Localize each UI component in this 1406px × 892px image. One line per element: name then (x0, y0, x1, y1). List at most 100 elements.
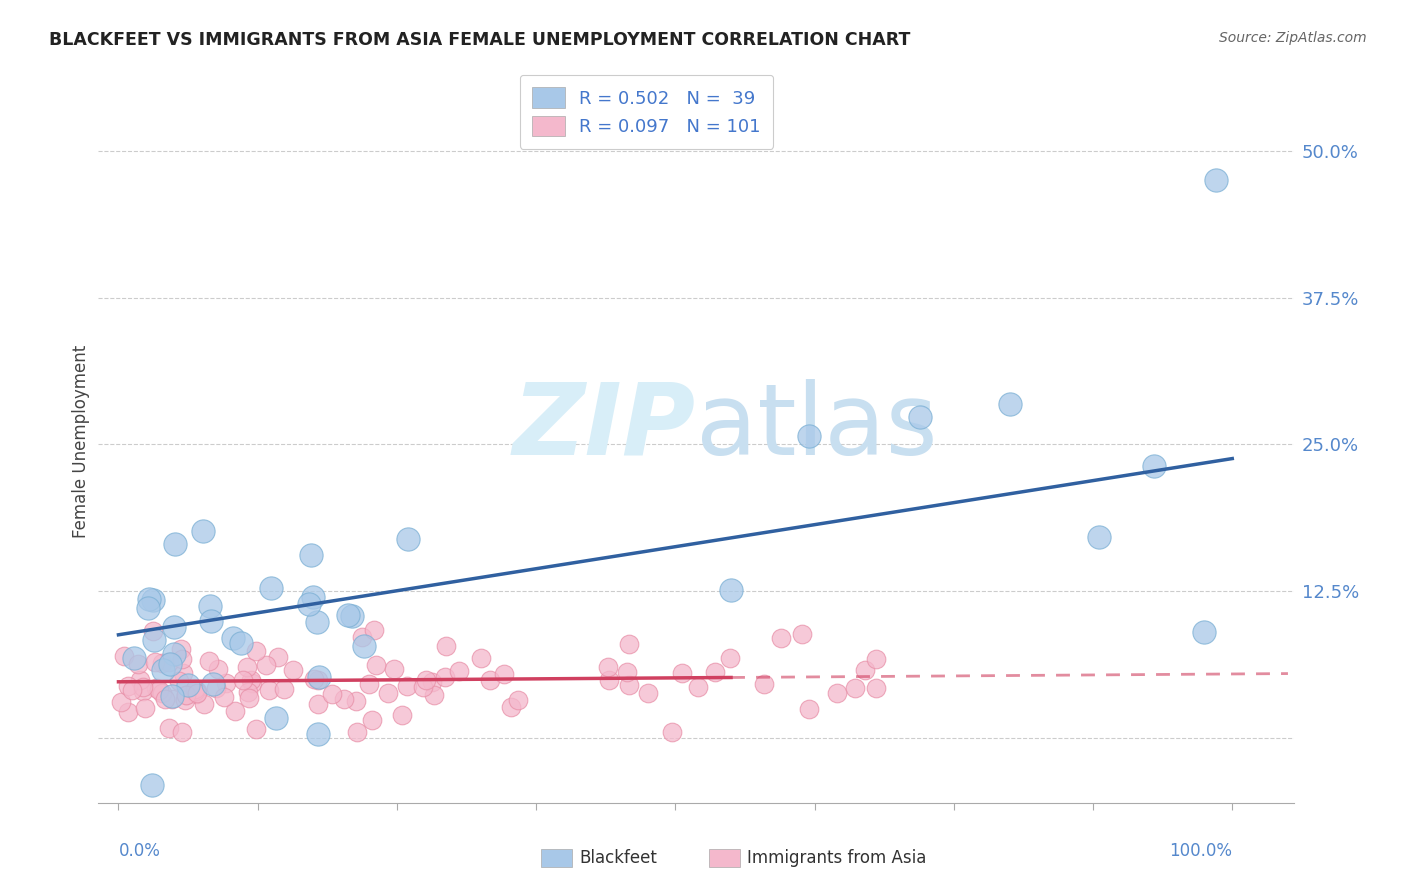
Point (353, 639, 375, 653)
Point (449, 664, 471, 678)
Point (770, 632, 793, 646)
Legend: R = 0.502   N =  39, R = 0.097   N = 101: R = 0.502 N = 39, R = 0.097 N = 101 (520, 75, 773, 149)
Point (222, 631, 245, 645)
Point (157, 655, 180, 669)
Point (155, 692, 177, 706)
Point (172, 665, 194, 680)
Point (301, 591, 323, 605)
Point (307, 697, 329, 711)
Point (470, 650, 492, 665)
Point (198, 599, 221, 614)
Point (307, 673, 329, 688)
Point (865, 681, 887, 695)
Point (238, 690, 260, 705)
Point (266, 711, 288, 725)
Point (117, 679, 139, 693)
Point (169, 642, 191, 657)
Point (159, 657, 181, 671)
Point (127, 657, 149, 671)
Point (598, 673, 620, 687)
Point (260, 582, 283, 596)
Point (302, 672, 325, 686)
Point (245, 644, 267, 658)
Point (479, 673, 502, 687)
Point (844, 681, 866, 695)
Point (141, 778, 163, 792)
Point (142, 632, 165, 647)
Point (197, 654, 219, 668)
Point (434, 639, 457, 653)
Point (412, 680, 434, 694)
Point (170, 725, 193, 739)
Point (186, 684, 208, 698)
Point (167, 673, 190, 688)
Point (239, 673, 262, 687)
Point (382, 663, 405, 677)
Point (1143, 458, 1166, 473)
Point (132, 680, 155, 694)
Point (299, 548, 322, 562)
Point (619, 678, 641, 692)
Point (267, 649, 290, 664)
Point (910, 410, 932, 425)
Point (184, 681, 207, 696)
Point (321, 687, 343, 701)
Point (117, 705, 139, 719)
Point (346, 725, 368, 739)
Point (224, 704, 246, 718)
Point (360, 714, 382, 728)
Point (344, 694, 367, 708)
Point (174, 688, 197, 702)
Point (1087, 530, 1109, 544)
Point (150, 686, 173, 700)
Text: atlas: atlas (696, 378, 938, 475)
Point (359, 677, 381, 691)
Point (1194, 625, 1216, 640)
Point (257, 683, 280, 698)
Point (134, 700, 156, 714)
Point (170, 652, 193, 666)
Point (825, 685, 848, 699)
Point (865, 652, 887, 666)
Point (176, 678, 198, 692)
Point (434, 670, 457, 684)
Point (686, 680, 709, 694)
Point (186, 686, 208, 700)
Point (377, 686, 399, 700)
Point (145, 681, 167, 695)
Point (396, 532, 419, 546)
Point (337, 608, 360, 623)
Point (499, 699, 522, 714)
Point (307, 615, 329, 630)
Point (298, 598, 321, 612)
Point (396, 679, 419, 693)
Point (283, 663, 305, 677)
Text: BLACKFEET VS IMMIGRANTS FROM ASIA FEMALE UNEMPLOYMENT CORRELATION CHART: BLACKFEET VS IMMIGRANTS FROM ASIA FEMALE… (49, 31, 911, 49)
Text: 0.0%: 0.0% (118, 842, 160, 860)
Point (596, 660, 619, 674)
Point (163, 536, 186, 550)
Point (138, 592, 160, 607)
Point (256, 657, 278, 672)
Point (492, 667, 515, 681)
Point (240, 676, 263, 690)
Point (273, 681, 295, 696)
Point (366, 658, 388, 673)
Point (152, 663, 174, 677)
Point (423, 688, 446, 702)
Text: Immigrants from Asia: Immigrants from Asia (747, 849, 927, 867)
Point (110, 695, 132, 709)
Point (129, 673, 152, 688)
Point (148, 682, 170, 697)
Point (720, 582, 742, 597)
Point (619, 637, 641, 651)
Point (1205, 173, 1227, 187)
Point (143, 655, 166, 669)
Point (998, 397, 1021, 411)
Point (232, 673, 254, 688)
Point (415, 673, 437, 687)
Point (363, 623, 385, 637)
Point (236, 685, 259, 699)
Point (112, 649, 135, 664)
Y-axis label: Female Unemployment: Female Unemployment (72, 345, 90, 538)
